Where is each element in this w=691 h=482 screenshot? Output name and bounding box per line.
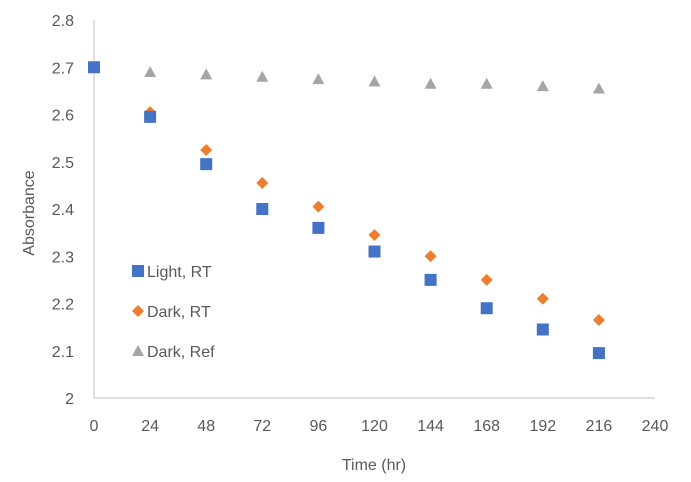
y-tick-label: 2.8 (52, 13, 74, 30)
axes (93, 20, 655, 399)
data-point (88, 61, 100, 74)
legend-label: Dark, RT (147, 304, 211, 321)
x-tick-label: 48 (197, 418, 215, 435)
data-point (424, 250, 437, 263)
data-point (592, 82, 605, 94)
x-tick-label: 240 (642, 418, 669, 435)
legend-marker (132, 265, 144, 277)
x-tick-label: 120 (361, 418, 388, 435)
y-tick-label: 2.6 (52, 108, 74, 125)
data-point (536, 292, 549, 305)
data-point (592, 347, 605, 360)
series-diamond (88, 61, 605, 327)
y-tick-label: 2.5 (52, 155, 74, 172)
data-point (200, 158, 213, 171)
x-tick-label: 72 (253, 418, 271, 435)
data-point (480, 273, 493, 286)
legend: Light, RT Dark, RT Dark, Ref (132, 264, 215, 361)
data-series (88, 61, 605, 360)
data-point (368, 75, 381, 87)
data-point (368, 245, 381, 258)
legend-marker (132, 305, 144, 317)
data-point (480, 77, 493, 89)
data-point (536, 323, 549, 336)
y-tick-label: 2.4 (52, 202, 74, 219)
x-tick-label: 144 (417, 418, 444, 435)
y-tick-label: 2.2 (52, 297, 74, 314)
x-tick-label: 216 (586, 418, 613, 435)
series-triangle (88, 61, 605, 94)
data-point (256, 70, 269, 82)
data-point (312, 200, 325, 213)
legend-label: Dark, Ref (147, 344, 215, 361)
data-point (536, 80, 549, 92)
data-point (144, 110, 157, 123)
tick-labels: 0 24 48 72 96 120 144 168 192 216 240 2 2.1 2.2 2.3 2.4… (52, 13, 669, 435)
y-tick-label: 2.7 (52, 60, 74, 77)
x-tick-label: 192 (529, 418, 556, 435)
data-point (424, 273, 437, 286)
y-tick-label: 2.1 (52, 344, 74, 361)
data-point (256, 177, 269, 190)
data-point (144, 65, 157, 77)
data-point (312, 221, 325, 234)
x-tick-label: 168 (473, 418, 500, 435)
series-square (88, 61, 605, 360)
data-point (368, 228, 381, 241)
data-point (424, 77, 437, 89)
data-point (480, 302, 493, 315)
x-tick-label: 0 (90, 418, 99, 435)
data-point (200, 143, 213, 156)
legend-marker (132, 345, 144, 356)
data-point (200, 68, 213, 80)
x-axis-title: Time (hr) (342, 457, 406, 474)
x-tick-label: 96 (310, 418, 328, 435)
data-point (256, 203, 269, 215)
y-tick-label: 2.3 (52, 249, 74, 266)
y-tick-label: 2 (65, 391, 74, 408)
legend-label: Light, RT (147, 264, 212, 281)
y-axis-title: Absorbance (21, 170, 38, 255)
x-tick-label: 24 (141, 418, 159, 435)
data-point (592, 314, 605, 327)
data-point (312, 73, 325, 85)
